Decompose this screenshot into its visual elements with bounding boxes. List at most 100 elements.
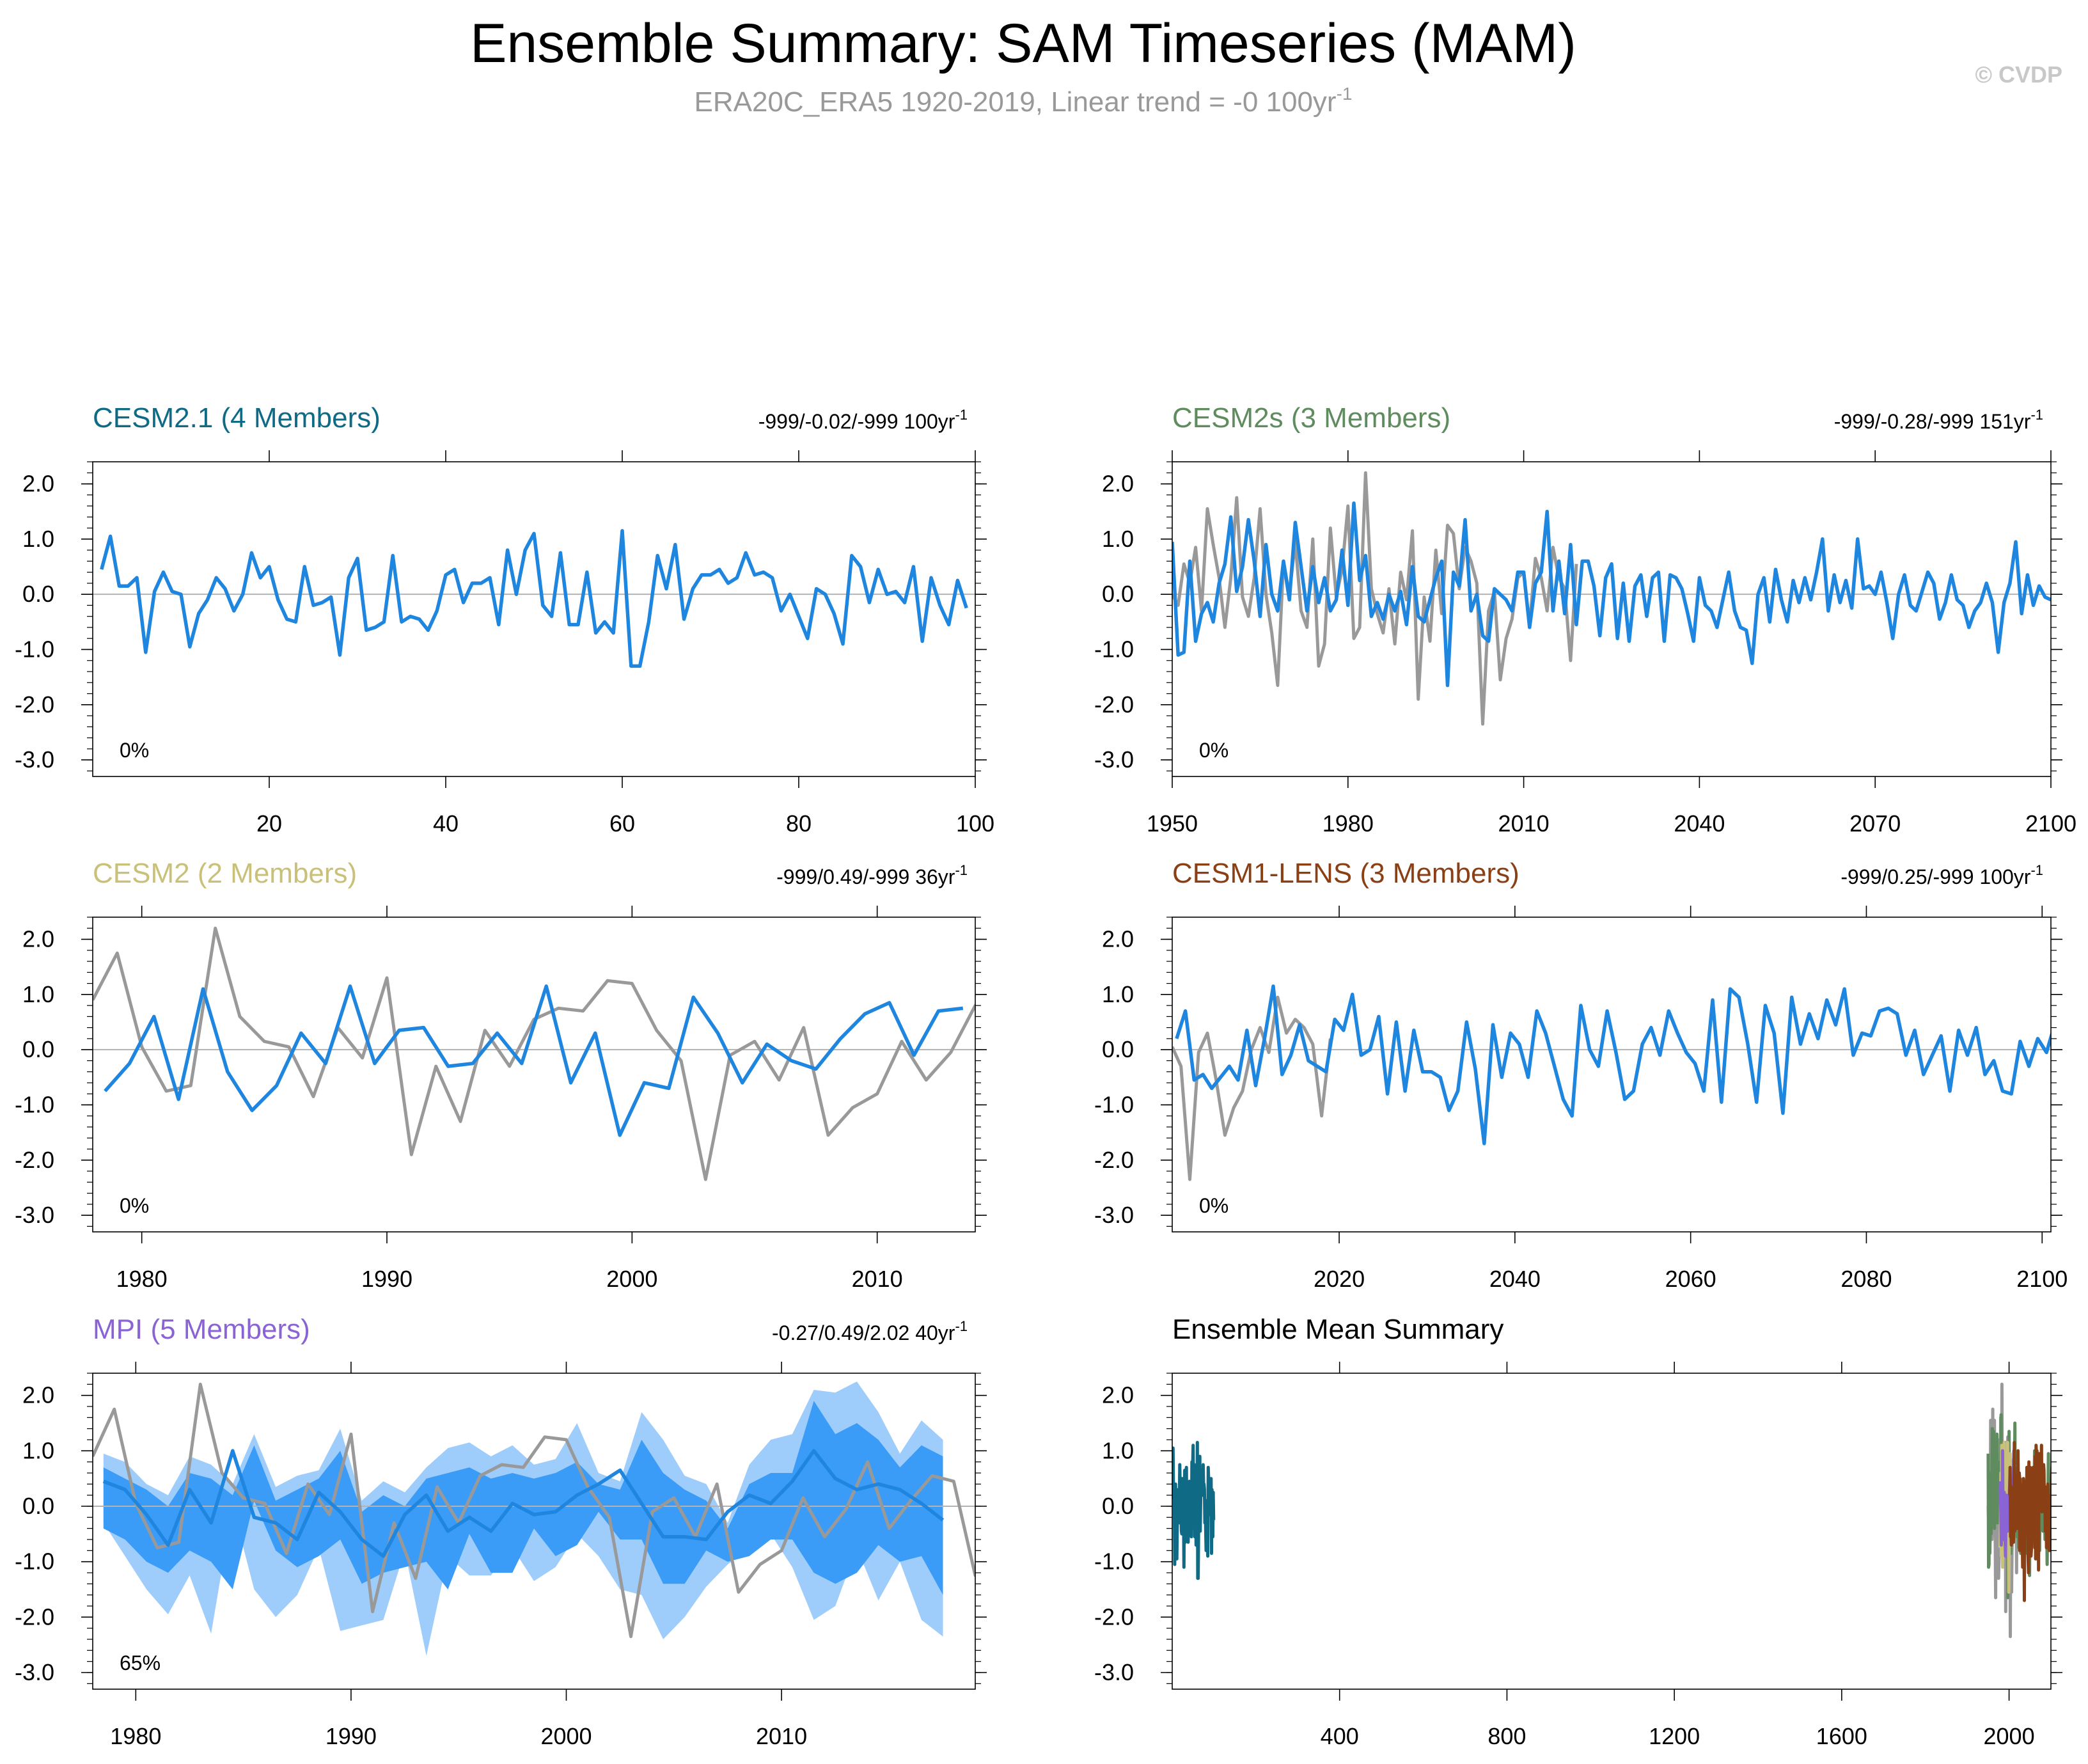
- panel-cesm2s: CESM2s (3 Members) -999/-0.28/-999 151yr-…: [1094, 402, 2076, 837]
- obs-series-line: [93, 926, 975, 1181]
- model-series-line: [1172, 501, 2051, 688]
- y-tick-label: 0.0: [1102, 1493, 1134, 1519]
- y-tick-label: 0.0: [22, 1493, 54, 1519]
- x-tick-label: 1200: [1649, 1723, 1700, 1749]
- y-tick-label: 0.0: [1102, 581, 1134, 607]
- x-tick-label: 1950: [1147, 810, 1198, 837]
- y-tick-label: -2.0: [15, 1603, 54, 1630]
- plot-frame: [1172, 1373, 2052, 1690]
- panel-trend-text: -999/0.25/-999 100yr: [1841, 865, 2030, 888]
- panel-cesm1: CESM1-LENS (3 Members) -999/0.25/-999 100…: [1094, 858, 2068, 1292]
- x-tick-label: 2040: [1674, 810, 1725, 837]
- model-series-line: [104, 984, 964, 1137]
- plot-data: [93, 926, 975, 1181]
- y-tick-label: -2.0: [15, 1147, 54, 1173]
- spread-inner-band: [103, 1401, 943, 1595]
- panel-trend: -0.27/0.49/2.02 40yr-1: [772, 1318, 968, 1344]
- panel-trend: -999/0.25/-999 100yr-1: [1841, 862, 2043, 888]
- x-tick-label: 2040: [1489, 1266, 1541, 1292]
- y-tick-label: 1.0: [1102, 526, 1134, 552]
- y-tick-label: -2.0: [1094, 1147, 1134, 1173]
- x-tick-label: 80: [786, 810, 812, 837]
- figure-subtitle-sup: -1: [1337, 84, 1353, 104]
- x-tick-label: 2010: [852, 1266, 903, 1292]
- panel-trend-text: -999/-0.28/-999 151yr: [1834, 410, 2031, 433]
- y-tick-label: -1.0: [1094, 1091, 1134, 1117]
- panel-trend-sup: -1: [955, 862, 968, 878]
- y-tick-label: 0.0: [1102, 1036, 1134, 1062]
- y-tick-label: 1.0: [1102, 981, 1134, 1007]
- y-tick-label: -3.0: [1094, 1659, 1134, 1685]
- x-tick-label: 2000: [1984, 1723, 2035, 1749]
- model-series-line: [102, 1449, 945, 1558]
- y-tick-label: -1.0: [1094, 1548, 1134, 1575]
- y-tick-label: 1.0: [22, 981, 54, 1007]
- x-tick-label: 100: [956, 810, 994, 837]
- panel-percent: 65%: [120, 1651, 161, 1674]
- plot-data: [93, 529, 975, 668]
- y-tick-label: -3.0: [15, 1202, 54, 1228]
- y-tick-label: -2.0: [1094, 691, 1134, 718]
- panel-trend-text: -999/-0.02/-999 100yr: [758, 410, 955, 433]
- panel-trend-text: -999/0.49/-999 36yr: [776, 865, 955, 888]
- panel-trend-sup: -1: [955, 1318, 968, 1334]
- x-tick-label: 1990: [326, 1723, 377, 1749]
- y-tick-label: -3.0: [1094, 746, 1134, 773]
- panel-mpi: MPI (5 Members) -0.27/0.49/2.02 40yr-1 2.0…: [15, 1314, 987, 1749]
- y-tick-label: 1.0: [22, 526, 54, 552]
- x-tick-label: 2000: [540, 1723, 592, 1749]
- figure-subtitle: ERA20C_ERA5 1920-2019, Linear trend = -0…: [695, 84, 1353, 118]
- plot-frame: [92, 917, 976, 1232]
- x-tick-label: 2000: [606, 1266, 657, 1292]
- figure-title: Ensemble Summary: SAM Timeseries (MAM): [470, 13, 1576, 74]
- plot-data: [1172, 984, 2051, 1181]
- plot-data: [1172, 1382, 2051, 1639]
- y-tick-label: -2.0: [15, 691, 54, 718]
- copyright-mark: © CVDP: [1975, 61, 2062, 88]
- y-tick-label: 2.0: [1102, 1382, 1134, 1408]
- panel-percent: 0%: [120, 1194, 149, 1217]
- y-tick-label: -3.0: [15, 1659, 54, 1685]
- y-tick-label: -3.0: [15, 746, 54, 773]
- panel-title: CESM2 (2 Members): [93, 858, 357, 889]
- y-tick-label: 2.0: [22, 926, 54, 952]
- y-tick-label: 2.0: [1102, 471, 1134, 497]
- x-tick-label: 400: [1321, 1723, 1359, 1749]
- x-tick-label: 2080: [1841, 1266, 1892, 1292]
- y-tick-label: 2.0: [22, 1382, 54, 1408]
- model-series-line: [100, 529, 968, 668]
- panel-title: CESM2.1 (4 Members): [93, 402, 381, 434]
- y-tick-label: 0.0: [22, 581, 54, 607]
- obs-series-line: [1172, 471, 1578, 726]
- series-cesm21-0: [1172, 1440, 1216, 1580]
- panel-trend: -999/-0.28/-999 151yr-1: [1834, 407, 2043, 433]
- y-tick-label: -3.0: [1094, 1202, 1134, 1228]
- y-tick-label: -2.0: [1094, 1603, 1134, 1630]
- y-tick-label: 0.0: [22, 1036, 54, 1062]
- panel-trend-sup: -1: [955, 407, 968, 423]
- plot-data: [1172, 471, 2051, 726]
- plot-frame: [92, 1373, 976, 1690]
- y-tick-label: -1.0: [15, 1091, 54, 1117]
- panel-trend-sup: -1: [2030, 862, 2043, 878]
- panel-title: Ensemble Mean Summary: [1172, 1314, 1503, 1345]
- x-tick-label: 60: [609, 810, 635, 837]
- figure-subtitle-text: ERA20C_ERA5 1920-2019, Linear trend = -0…: [695, 86, 1337, 118]
- x-tick-label: 2010: [756, 1723, 807, 1749]
- panel-trend: -999/0.49/-999 36yr-1: [776, 862, 968, 888]
- panel-percent: 0%: [1199, 739, 1228, 762]
- x-tick-label: 1980: [1323, 810, 1374, 837]
- x-tick-label: 1980: [110, 1723, 161, 1749]
- y-tick-label: -1.0: [15, 1548, 54, 1575]
- x-tick-label: 2100: [2025, 810, 2076, 837]
- plot-frame: [92, 461, 976, 777]
- x-tick-label: 800: [1488, 1723, 1526, 1749]
- y-tick-label: -1.0: [15, 636, 54, 662]
- y-tick-label: -1.0: [1094, 636, 1134, 662]
- panel-percent: 0%: [1199, 1194, 1228, 1217]
- panels: CESM2.1 (4 Members) -999/-0.02/-999 100yr…: [15, 402, 2076, 1749]
- x-tick-label: 2070: [1849, 810, 1901, 837]
- plot-frame: [1172, 461, 2052, 777]
- x-tick-label: 2100: [2016, 1266, 2068, 1292]
- y-tick-label: 2.0: [1102, 926, 1134, 952]
